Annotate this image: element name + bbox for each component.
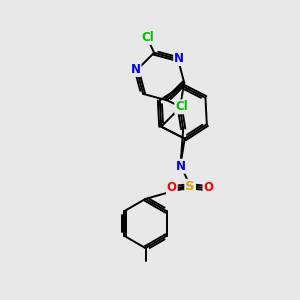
Text: N: N <box>176 160 186 173</box>
Text: S: S <box>185 180 195 193</box>
Text: O: O <box>167 181 177 194</box>
Text: N: N <box>174 52 184 65</box>
Text: Cl: Cl <box>141 31 154 44</box>
Text: Cl: Cl <box>175 100 188 113</box>
Text: O: O <box>203 181 214 194</box>
Text: N: N <box>130 63 140 76</box>
